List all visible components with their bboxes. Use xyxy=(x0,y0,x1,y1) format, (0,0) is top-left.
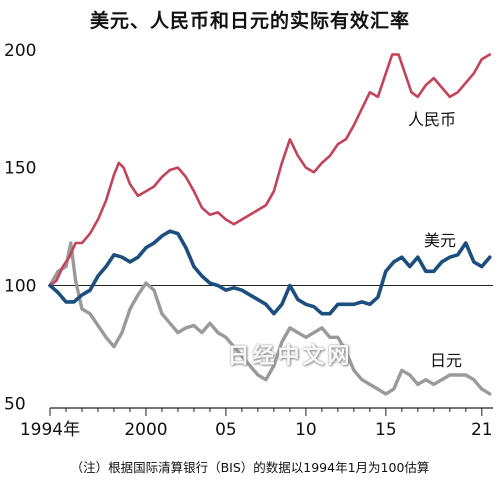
chart-title: 美元、人民币和日元的实际有效汇率 xyxy=(89,10,410,32)
x-tick-label: 15 xyxy=(375,420,397,440)
axes xyxy=(49,284,493,416)
watermark: 日经中文网 xyxy=(227,344,353,369)
y-tick-label: 150 xyxy=(4,159,36,179)
series-line-1 xyxy=(48,229,492,316)
x-tick-label: 10 xyxy=(295,420,317,440)
x-tick-label: 21 xyxy=(471,420,493,440)
y-tick-label: 50 xyxy=(4,394,26,414)
series-lines xyxy=(48,53,492,396)
y-tick-label: 100 xyxy=(4,276,36,296)
x-tick-label: 1994年 xyxy=(20,420,80,440)
series-label-2: 日元 xyxy=(430,351,462,370)
x-tick-label: 2000 xyxy=(124,420,167,440)
series-line-2 xyxy=(48,241,492,396)
series-line-0 xyxy=(48,53,492,287)
x-tick-label: 05 xyxy=(215,420,237,440)
chart-footnote: （注）根据国际清算银行（BIS）的数据以1994年1月为100估算 xyxy=(70,460,430,475)
series-label-1: 美元 xyxy=(424,231,456,250)
series-label-0: 人民币 xyxy=(408,110,456,129)
y-tick-label: 200 xyxy=(4,41,36,61)
